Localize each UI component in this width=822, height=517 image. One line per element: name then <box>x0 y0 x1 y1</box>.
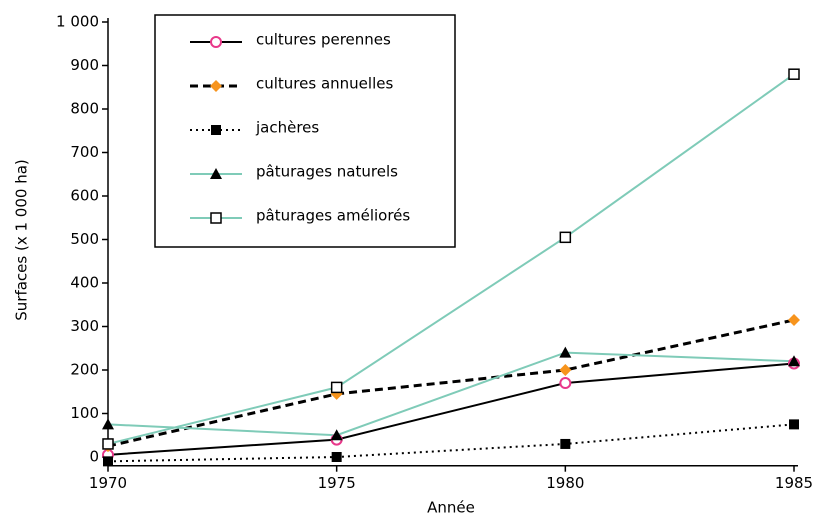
marker <box>211 125 221 135</box>
y-tick-label: 700 <box>70 143 99 161</box>
legend-label: cultures perennes <box>256 31 391 49</box>
x-axis-label: Année <box>427 499 475 517</box>
y-tick-label: 400 <box>70 274 99 292</box>
marker <box>330 429 343 441</box>
y-axis-label: Surfaces (x 1 000 ha) <box>13 159 31 320</box>
marker <box>102 418 114 430</box>
marker <box>789 419 799 430</box>
y-tick-label: 800 <box>70 100 99 118</box>
marker <box>788 355 800 367</box>
marker <box>210 168 222 179</box>
y-tick-label: 1 000 <box>56 13 99 31</box>
marker <box>210 36 222 48</box>
legend-box <box>154 14 456 248</box>
x-tick-label: 1970 <box>89 474 127 492</box>
marker <box>559 346 572 358</box>
x-tick-label: 1980 <box>546 474 584 492</box>
marker <box>210 212 222 224</box>
y-tick-label: 500 <box>70 230 99 248</box>
y-tick-label: 900 <box>70 56 99 74</box>
marker <box>210 80 222 92</box>
marker <box>559 377 572 390</box>
marker <box>559 231 572 244</box>
marker <box>103 456 113 467</box>
marker <box>560 438 571 449</box>
x-tick-label: 1985 <box>775 474 813 492</box>
x-tick-label: 1975 <box>318 474 356 492</box>
legend-label: pâturages naturels <box>256 163 398 181</box>
y-tick-label: 600 <box>70 187 99 205</box>
series-line <box>107 362 795 456</box>
legend-label: jachères <box>255 119 319 137</box>
y-tick-label: 0 <box>89 448 99 466</box>
y-tick-label: 200 <box>70 361 99 379</box>
marker <box>331 452 342 462</box>
series-line <box>107 423 795 463</box>
marker <box>788 68 800 80</box>
marker <box>559 364 572 376</box>
legend: cultures perennes cultures annuelles jachè… <box>154 14 456 248</box>
y-tick-label: 100 <box>70 404 99 422</box>
series-line <box>107 318 795 448</box>
legend-label: cultures annuelles <box>256 75 393 93</box>
marker <box>102 438 114 450</box>
y-tick-label: 300 <box>70 317 99 335</box>
marker <box>330 381 343 394</box>
legend-label: pâturages améliorés <box>256 207 410 225</box>
marker <box>788 313 800 326</box>
series-line <box>107 73 795 445</box>
series-line <box>107 351 795 437</box>
